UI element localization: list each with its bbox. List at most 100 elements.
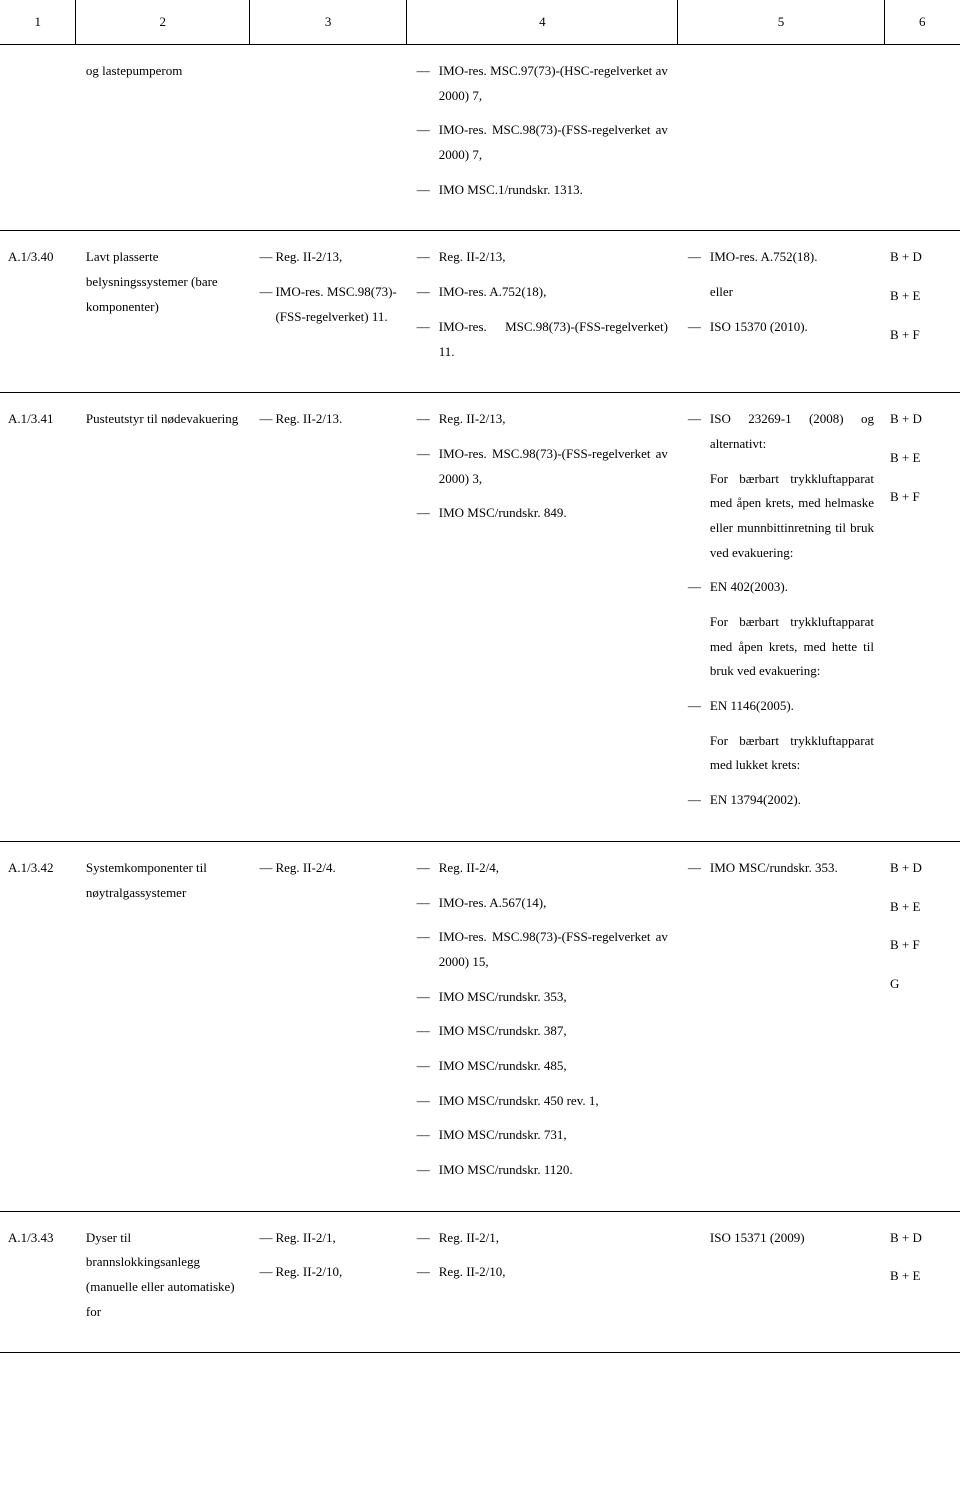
col-header-4: 4 <box>407 0 678 45</box>
table-row: A.1/3.43Dyser til brannslokkingsanlegg (… <box>0 1211 960 1353</box>
cell-col3 <box>249 45 406 231</box>
list-item: For bærbart trykkluftapparat med lukket … <box>688 729 874 778</box>
cell-name: og lastepumperom <box>76 45 250 231</box>
list-text: For bærbart trykkluftapparat med åpen kr… <box>710 467 874 566</box>
dash-icon: — <box>417 985 439 1010</box>
list-item: —EN 1146(2005). <box>688 694 874 719</box>
list-text: Reg. II-2/1, <box>275 1226 396 1251</box>
module-code: B + F <box>890 933 950 958</box>
modules: B + DB + EB + F <box>890 407 950 509</box>
module-code: G <box>890 972 950 997</box>
list-text: EN 402(2003). <box>710 575 874 600</box>
table-row: A.1/3.42Systemkomponenter til nøytralgas… <box>0 841 960 1211</box>
list-item: —IMO MSC/rundskr. 450 rev. 1, <box>417 1089 668 1114</box>
list-text: EN 1146(2005). <box>710 694 874 719</box>
module-code: B + F <box>890 485 950 510</box>
col-header-3: 3 <box>249 0 406 45</box>
list-item: ISO 15371 (2009) <box>688 1226 874 1251</box>
dash-icon: — <box>688 694 710 719</box>
list-item: —IMO-res. MSC.98(73)-(FSS-regelverket av… <box>417 442 668 491</box>
cell-col4: —Reg. II-2/13,—IMO-res. MSC.98(73)-(FSS-… <box>407 393 678 842</box>
list-item: —IMO-res. MSC.98(73)-(FSS-regelverket) 1… <box>259 280 396 329</box>
list-item: For bærbart trykkluftapparat med åpen kr… <box>688 610 874 684</box>
cell-col3: —Reg. II-2/1,—Reg. II-2/10, <box>249 1211 406 1353</box>
list-item: —Reg. II-2/13, <box>417 245 668 270</box>
list-item: —IMO-res. A.752(18), <box>417 280 668 305</box>
list-text: ISO 15371 (2009) <box>710 1226 874 1251</box>
dash-icon: — <box>417 407 439 432</box>
dash-icon: — <box>688 245 710 270</box>
list-item: —IMO MSC/rundskr. 387, <box>417 1019 668 1044</box>
list-item: —IMO MSC.1/rundskr. 1313. <box>417 178 668 203</box>
list-item: —IMO MSC/rundskr. 849. <box>417 501 668 526</box>
list-text: IMO MSC/rundskr. 450 rev. 1, <box>439 1089 668 1114</box>
cell-col6: B + DB + EB + FG <box>884 841 960 1211</box>
cell-id: A.1/3.42 <box>0 841 76 1211</box>
list-item: —IMO MSC/rundskr. 485, <box>417 1054 668 1079</box>
cell-col4: —Reg. II-2/1, —Reg. II-2/10, <box>407 1211 678 1353</box>
list-item: —EN 13794(2002). <box>688 788 874 813</box>
dash-icon: — <box>417 315 439 340</box>
dash-icon: — <box>417 856 439 881</box>
dash-icon: — <box>417 1123 439 1148</box>
dash-icon: — <box>417 178 439 203</box>
cell-col3: —Reg. II-2/13. <box>249 393 406 842</box>
modules: B + DB + EB + F <box>890 245 950 347</box>
dash-icon: — <box>259 280 275 305</box>
dash-icon: — <box>417 118 439 143</box>
list-text: eller <box>710 280 874 305</box>
cell-id: A.1/3.40 <box>0 231 76 393</box>
list-text: IMO-res. A.752(18). <box>710 245 874 270</box>
list-item: —IMO-res. MSC.98(73)-(FSS-regelverket av… <box>417 118 668 167</box>
list-item: —IMO MSC/rundskr. 353, <box>417 985 668 1010</box>
list-item: —IMO-res. A.567(14), <box>417 891 668 916</box>
list-item: —Reg. II-2/13, <box>417 407 668 432</box>
cell-col6: B + DB + EB + F <box>884 393 960 842</box>
list-item: —Reg. II-2/4. <box>259 856 396 881</box>
list-text: ISO 23269-1 (2008) og alternativt: <box>710 407 874 456</box>
dash-icon: — <box>417 1089 439 1114</box>
dash-icon: — <box>417 59 439 84</box>
list-text: IMO MSC/rundskr. 485, <box>439 1054 668 1079</box>
cell-col3: —Reg. II-2/4. <box>249 841 406 1211</box>
list-text: Reg. II-2/13, <box>439 245 668 270</box>
cell-col4: —IMO-res. MSC.97(73)-(HSC-regelverket av… <box>407 45 678 231</box>
cell-id <box>0 45 76 231</box>
cell-col3: —Reg. II-2/13, —IMO-res. MSC.98(73)-(FSS-… <box>249 231 406 393</box>
list-item: For bærbart trykkluftapparat med åpen kr… <box>688 467 874 566</box>
dash-icon: — <box>417 1054 439 1079</box>
dash-icon: — <box>688 407 710 432</box>
list-item: —Reg. II-2/10, <box>417 1260 668 1285</box>
list-item: —ISO 23269-1 (2008) og alternativt: <box>688 407 874 456</box>
modules: B + DB + E <box>890 1226 950 1289</box>
list-text: Reg. II-2/13, <box>275 245 396 270</box>
cell-col5: —IMO-res. A.752(18).eller—ISO 15370 (201… <box>678 231 884 393</box>
list-text: Reg. II-2/1, <box>439 1226 668 1251</box>
dash-icon: — <box>417 1260 439 1285</box>
dash-icon: — <box>259 856 275 881</box>
dash-icon: — <box>417 925 439 950</box>
list-text: IMO MSC/rundskr. 731, <box>439 1123 668 1148</box>
dash-icon: — <box>688 856 710 881</box>
list-text: Reg. II-2/10, <box>275 1260 396 1285</box>
list-text: IMO-res. MSC.98(73)-(FSS-regelverket) 11… <box>439 315 668 364</box>
dash-icon: — <box>259 245 275 270</box>
list-item: —IMO-res. MSC.98(73)-(FSS-regelverket av… <box>417 925 668 974</box>
list-text: Reg. II-2/4. <box>275 856 396 881</box>
list-text: IMO-res. MSC.97(73)-(HSC-regelverket av … <box>439 59 668 108</box>
col-header-6: 6 <box>884 0 960 45</box>
list-item: —IMO-res. A.752(18). <box>688 245 874 270</box>
list-text: IMO MSC/rundskr. 849. <box>439 501 668 526</box>
cell-col4: —Reg. II-2/13, —IMO-res. A.752(18), —IMO-r… <box>407 231 678 393</box>
cell-col6: B + DB + E <box>884 1211 960 1353</box>
list-text: Reg. II-2/13, <box>439 407 668 432</box>
list-text: IMO-res. MSC.98(73)-(FSS-regelverket av … <box>439 442 668 491</box>
list-text: IMO-res. MSC.98(73)-(FSS-regelverket av … <box>439 118 668 167</box>
dash-icon: — <box>417 442 439 467</box>
cell-col5: —ISO 23269-1 (2008) og alternativt:For b… <box>678 393 884 842</box>
col-header-5: 5 <box>678 0 884 45</box>
cell-id: A.1/3.41 <box>0 393 76 842</box>
module-code: B + E <box>890 284 950 309</box>
list-item: —IMO MSC/rundskr. 731, <box>417 1123 668 1148</box>
modules: B + DB + EB + FG <box>890 856 950 997</box>
